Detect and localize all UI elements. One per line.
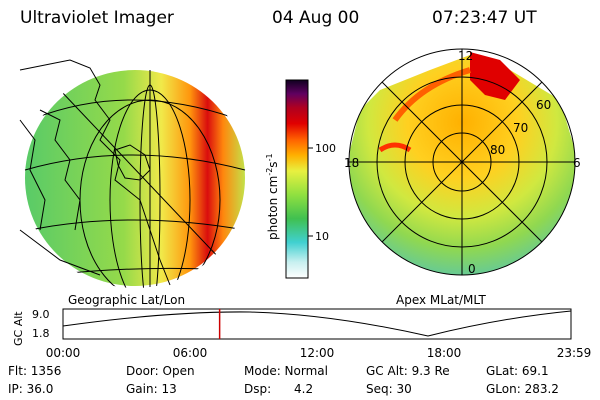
auroral-emission-geo bbox=[25, 70, 245, 286]
colorbar-gradient bbox=[285, 79, 309, 279]
colorbar-tick-10: 10 bbox=[315, 230, 329, 243]
altitude-plot-frame bbox=[62, 308, 572, 340]
mode-status: Mode: Normal bbox=[244, 364, 328, 378]
geo-longitude: GLon: 283.2 bbox=[486, 382, 559, 396]
flight-number: Flt: 1356 bbox=[8, 364, 62, 378]
dsp-value: Dsp: 4.2 bbox=[244, 382, 314, 396]
mlt-label-12: 12 bbox=[458, 49, 473, 63]
altitude-ylabel: GC Alt bbox=[12, 311, 25, 346]
geo-panel-label: Geographic Lat/Lon bbox=[68, 293, 185, 307]
altitude-xtick: 00:00 bbox=[46, 346, 81, 360]
gc-altitude: GC Alt: 9.3 Re bbox=[366, 364, 450, 378]
polar-image: 12 18 6 0 60 70 80 bbox=[344, 48, 581, 276]
geo-latitude: GLat: 69.1 bbox=[486, 364, 549, 378]
door-status: Door: Open bbox=[126, 364, 195, 378]
mlt-label-6: 6 bbox=[573, 156, 581, 170]
colorbar-tick-100: 100 bbox=[315, 142, 336, 155]
mlat-label-80: 80 bbox=[490, 143, 505, 157]
altitude-xtick: 06:00 bbox=[173, 346, 208, 360]
colorbar: 100 10 photon cm-2s-1 bbox=[265, 79, 336, 279]
cusp-arc bbox=[392, 67, 471, 122]
altitude-ytick-low: 1.8 bbox=[32, 327, 50, 340]
geographic-image bbox=[19, 59, 246, 288]
mlt-label-18: 18 bbox=[344, 156, 359, 170]
altitude-xtick: 23:59 bbox=[557, 346, 592, 360]
altitude-xtick: 12:00 bbox=[300, 346, 335, 360]
colorbar-unit-label: photon cm-2s-1 bbox=[265, 153, 280, 240]
date-label: 04 Aug 00 bbox=[272, 8, 360, 28]
altitude-plot: GC Alt 9.0 1.8 00:00 06:00 12:00 18:00 23:59 bbox=[12, 308, 591, 360]
time-label: 07:23:47 UT bbox=[432, 8, 537, 28]
mlt-label-0: 0 bbox=[468, 262, 476, 276]
altitude-curve bbox=[62, 310, 572, 337]
instrument-title: Ultraviolet Imager bbox=[20, 8, 174, 28]
altitude-ytick-high: 9.0 bbox=[32, 308, 50, 321]
altitude-xtick: 18:00 bbox=[427, 346, 462, 360]
mlat-label-60: 60 bbox=[536, 98, 551, 112]
polar-panel-label: Apex MLat/MLT bbox=[396, 293, 486, 307]
ip-value: IP: 36.0 bbox=[8, 382, 54, 396]
dayside-bright-spot bbox=[470, 52, 520, 100]
polar-grid bbox=[348, 48, 576, 276]
coastlines bbox=[19, 59, 171, 286]
sequence-number: Seq: 30 bbox=[366, 382, 412, 396]
gain-value: Gain: 13 bbox=[126, 382, 177, 396]
mlat-label-70: 70 bbox=[513, 121, 528, 135]
